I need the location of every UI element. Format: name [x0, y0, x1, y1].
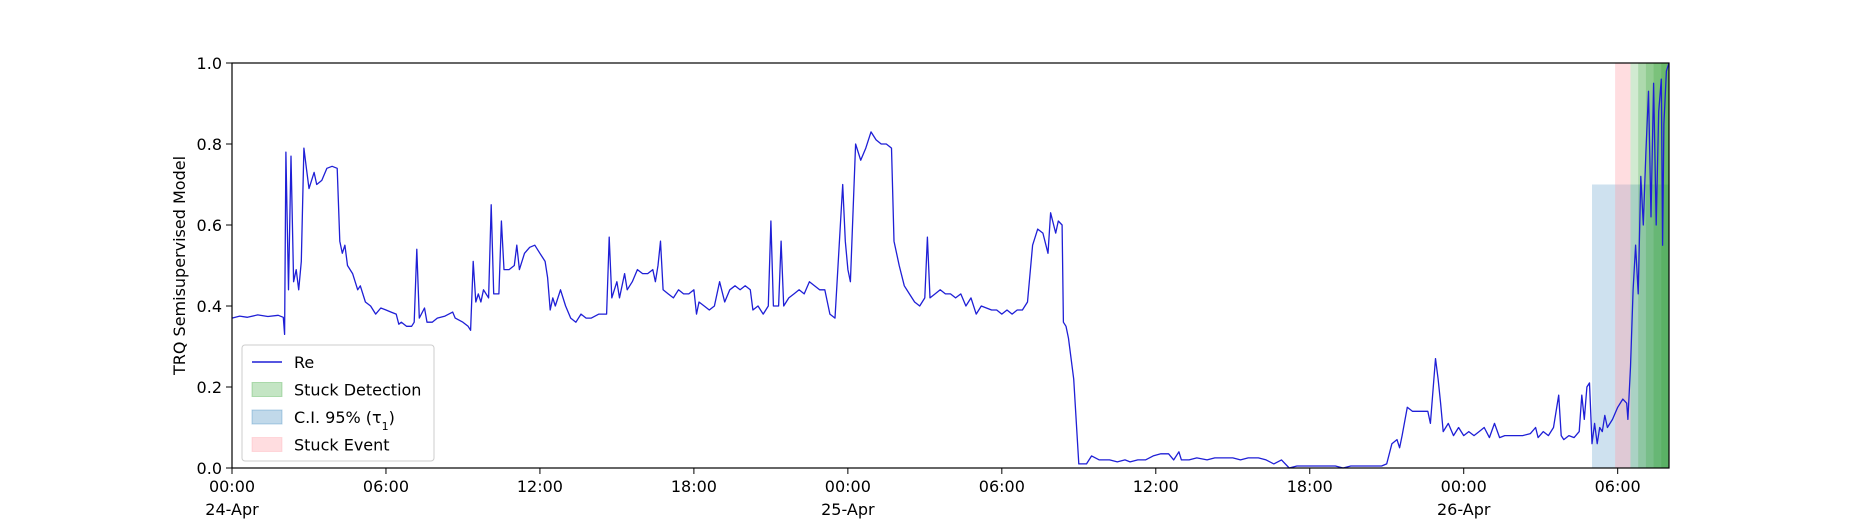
x-tick-label: 18:00 [1287, 477, 1333, 496]
x-tick-label: 25-Apr [821, 500, 875, 519]
x-tick-label: 06:00 [363, 477, 409, 496]
x-tick-label: 12:00 [1133, 477, 1179, 496]
series-line-re [231, 62, 1670, 469]
x-tick-label: 26-Apr [1437, 500, 1491, 519]
x-tick-label: 00:00 [825, 477, 871, 496]
y-tick-label: 0.4 [197, 297, 222, 316]
plot-frame [231, 62, 1670, 469]
x-tick-label: 24-Apr [205, 500, 259, 519]
legend-label: Stuck Detection [294, 381, 421, 400]
x-tick-label: 06:00 [979, 477, 1025, 496]
series-group [231, 62, 1670, 469]
legend-swatch [251, 437, 283, 452]
x-tick-label: 18:00 [671, 477, 717, 496]
legend-swatch [251, 382, 283, 397]
x-tick-label: 00:00 [1441, 477, 1487, 496]
legend-label: Re [294, 353, 314, 372]
stuck-detection-region [1661, 63, 1669, 468]
y-tick-label: 0.8 [197, 135, 222, 154]
y-tick-label: 0.2 [197, 378, 222, 397]
x-axis: 00:00 24-Apr 1900 06:00 12:00 18:00 00:00 25-Ap… [205, 468, 1641, 525]
legend-label: Stuck Event [294, 436, 390, 455]
shaded-regions [1592, 63, 1669, 468]
y-axis: 0.0 0.2 0.4 0.6 0.8 1.0 [197, 54, 232, 478]
x-tick-label: 1900 [212, 523, 253, 525]
stuck-event-region [1615, 63, 1631, 468]
x-tick-label: 12:00 [517, 477, 563, 496]
x-tick-label: 06:00 [1595, 477, 1641, 496]
x-tick-label: 00:00 [209, 477, 255, 496]
legend-box [241, 344, 435, 462]
y-tick-label: 0.6 [197, 216, 222, 235]
ci-region [1592, 184, 1669, 468]
y-axis-label: TRQ Semisupervised Model [170, 156, 189, 376]
y-tick-label: 0.0 [197, 459, 222, 478]
y-tick-label: 1.0 [197, 54, 222, 73]
legend-swatch [251, 409, 283, 425]
